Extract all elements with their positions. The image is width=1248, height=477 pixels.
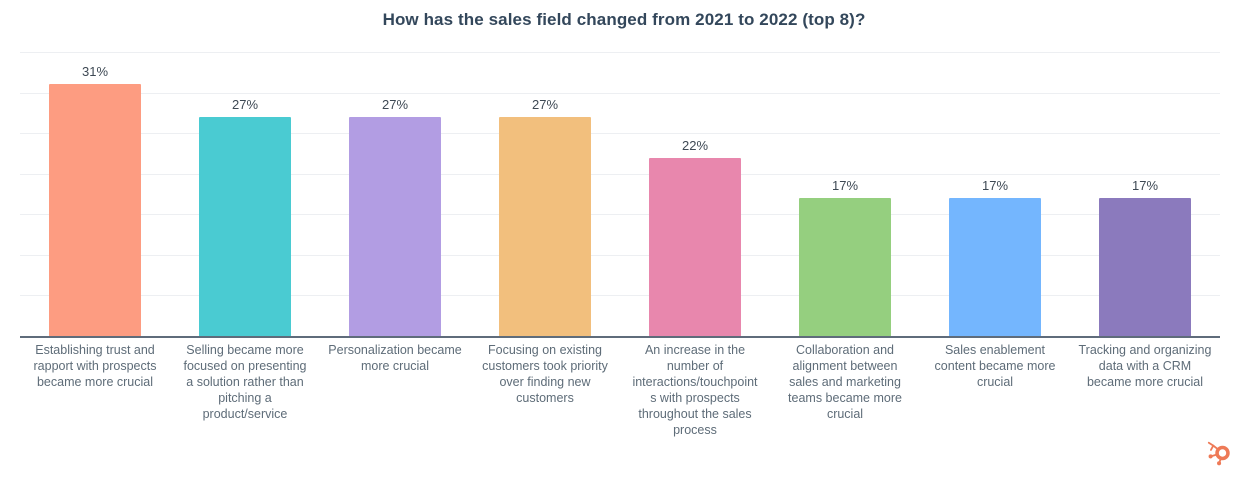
bar[interactable] [1099, 198, 1191, 336]
bar-value-label: 27% [531, 96, 559, 112]
category-label: An increase in the number of interaction… [632, 343, 758, 437]
category-label: Focusing on existing customers took prio… [482, 343, 608, 405]
gridline [20, 295, 1220, 297]
gridline [20, 133, 1220, 135]
bar[interactable] [649, 157, 741, 336]
bar[interactable] [499, 116, 591, 336]
category-axis-labels: Establishing trust and rapport with pros… [20, 342, 1220, 452]
bar[interactable] [199, 116, 291, 336]
bar-value-label: 22% [681, 137, 709, 153]
bar[interactable] [949, 198, 1041, 336]
bar[interactable] [799, 198, 891, 336]
chart-title: How has the sales field changed from 202… [382, 10, 866, 29]
category-label: Collaboration and alignment between sale… [788, 343, 902, 421]
bar-value-label: 27% [231, 96, 259, 112]
plot-area: 31% 27% 27% 27% 22% 17% 17% 17% [20, 52, 1220, 336]
category-label: Tracking and organizing data with a CRM … [1078, 343, 1212, 389]
bar-value-label: 31% [81, 64, 109, 80]
gridline [20, 254, 1220, 256]
gridline [20, 173, 1220, 175]
x-axis-line [20, 336, 1220, 338]
bar-value-label: 17% [981, 178, 1009, 194]
category-label: Establishing trust and rapport with pros… [33, 343, 157, 389]
bar-value-label: 17% [831, 178, 859, 194]
bar[interactable] [49, 84, 141, 336]
bar[interactable] [349, 116, 441, 336]
category-label: Selling became more focused on presentin… [183, 343, 307, 421]
bar-value-label: 17% [1131, 178, 1159, 194]
gridline [20, 52, 1220, 53]
hubspot-sprocket-icon [1207, 441, 1230, 466]
category-label: Sales enablement content became more cru… [934, 343, 1056, 389]
bar-value-label: 27% [381, 96, 409, 112]
category-label: Personalization became more crucial [328, 343, 462, 373]
gridline [20, 92, 1220, 94]
gridline [20, 214, 1220, 216]
